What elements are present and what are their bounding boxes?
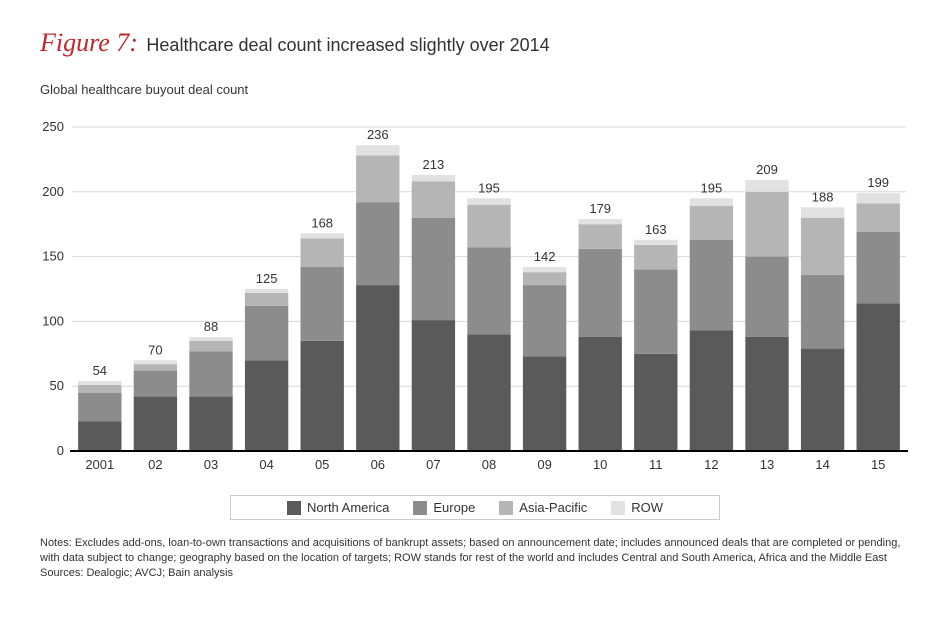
svg-text:195: 195 (478, 180, 500, 195)
swatch-europe (413, 501, 427, 515)
svg-text:88: 88 (204, 319, 218, 334)
svg-text:209: 209 (756, 162, 778, 177)
chart-subtitle: Global healthcare buyout deal count (40, 82, 910, 97)
svg-text:06: 06 (371, 457, 385, 472)
note-line-1: Notes: Excludes add-ons, loan-to-own tra… (40, 536, 910, 551)
svg-text:125: 125 (256, 271, 278, 286)
svg-text:15: 15 (871, 457, 885, 472)
svg-text:54: 54 (93, 363, 107, 378)
swatch-row (611, 501, 625, 515)
svg-text:199: 199 (867, 175, 889, 190)
svg-text:2001: 2001 (85, 457, 114, 472)
legend-item-north-america: North America (287, 500, 389, 515)
svg-text:0: 0 (57, 443, 64, 458)
svg-text:12: 12 (704, 457, 718, 472)
svg-text:236: 236 (367, 127, 389, 142)
legend-label: North America (307, 500, 389, 515)
legend-item-asia-pacific: Asia-Pacific (499, 500, 587, 515)
figure-title: Healthcare deal count increased slightly… (146, 35, 549, 55)
svg-text:50: 50 (50, 378, 64, 393)
swatch-north-america (287, 501, 301, 515)
svg-text:188: 188 (812, 189, 834, 204)
legend-label: Europe (433, 500, 475, 515)
swatch-asia-pacific (499, 501, 513, 515)
legend: North America Europe Asia-Pacific ROW (230, 495, 720, 520)
svg-text:03: 03 (204, 457, 218, 472)
figure-header: Figure 7: Healthcare deal count increase… (40, 28, 910, 58)
svg-text:150: 150 (42, 249, 64, 264)
note-sources: Sources: Dealogic; AVCJ; Bain analysis (40, 566, 910, 581)
svg-text:70: 70 (148, 342, 162, 357)
note-line-2: with data subject to change; geography b… (40, 551, 910, 566)
legend-item-row: ROW (611, 500, 663, 515)
svg-text:04: 04 (259, 457, 273, 472)
svg-text:142: 142 (534, 249, 556, 264)
figure-label: Figure 7: (40, 28, 138, 57)
chart-area: 0 50 100 150 200 250 54 2001 70 02 88 03 125 04 168 05 2… (40, 107, 910, 487)
svg-text:168: 168 (311, 215, 333, 230)
svg-text:09: 09 (537, 457, 551, 472)
stacked-bar-chart: 0 50 100 150 200 250 54 2001 70 02 88 03 125 04 168 05 2… (40, 107, 910, 477)
svg-text:14: 14 (815, 457, 829, 472)
legend-label: ROW (631, 500, 663, 515)
svg-text:163: 163 (645, 222, 667, 237)
svg-text:07: 07 (426, 457, 440, 472)
svg-text:213: 213 (423, 157, 445, 172)
footnotes: Notes: Excludes add-ons, loan-to-own tra… (40, 536, 910, 581)
legend-label: Asia-Pacific (519, 500, 587, 515)
svg-text:02: 02 (148, 457, 162, 472)
svg-text:195: 195 (701, 180, 723, 195)
svg-text:100: 100 (42, 313, 64, 328)
svg-text:13: 13 (760, 457, 774, 472)
svg-text:05: 05 (315, 457, 329, 472)
svg-text:250: 250 (42, 119, 64, 134)
svg-text:10: 10 (593, 457, 607, 472)
svg-text:179: 179 (589, 201, 611, 216)
legend-item-europe: Europe (413, 500, 475, 515)
svg-text:11: 11 (649, 457, 663, 472)
svg-text:08: 08 (482, 457, 496, 472)
svg-text:200: 200 (42, 184, 64, 199)
